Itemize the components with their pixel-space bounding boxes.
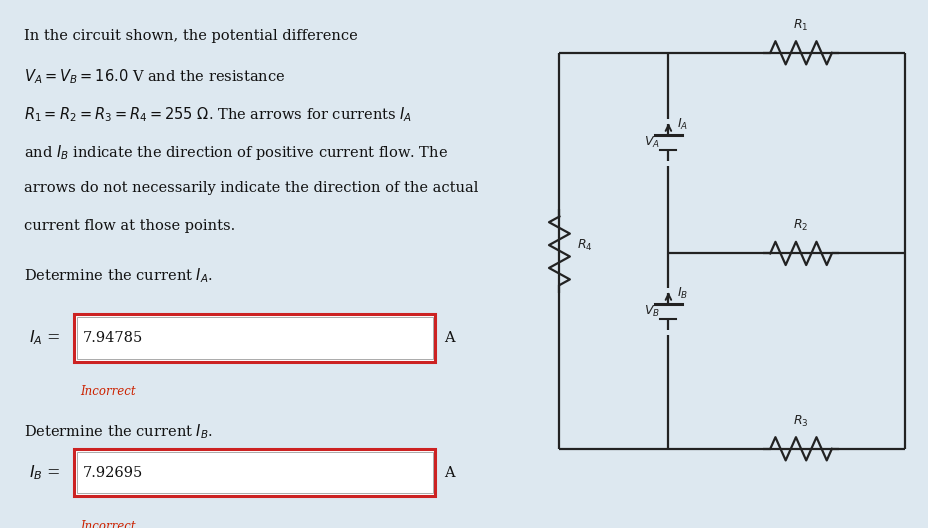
Text: Determine the current $I_B$.: Determine the current $I_B$. [24,422,213,441]
Text: $R_4$: $R_4$ [577,238,592,253]
Text: 7.94785: 7.94785 [83,331,143,345]
Text: and $I_B$ indicate the direction of positive current flow. The: and $I_B$ indicate the direction of posi… [24,143,447,162]
Text: $R_1 = R_2 = R_3 = R_4 = 255\ \Omega$. The arrows for currents $I_A$: $R_1 = R_2 = R_3 = R_4 = 255\ \Omega$. T… [24,105,412,124]
Text: 7.92695: 7.92695 [83,466,143,479]
Bar [74,449,435,496]
Text: Incorrect: Incorrect [80,520,135,528]
Text: A: A [444,466,454,479]
Text: $V_A = V_B = 16.0$ V and the resistance: $V_A = V_B = 16.0$ V and the resistance [24,67,285,86]
Text: current flow at those points.: current flow at those points. [24,219,235,233]
Text: arrows do not necessarily indicate the direction of the actual: arrows do not necessarily indicate the d… [24,181,478,195]
Text: $I_A$: $I_A$ [677,117,688,131]
Text: In the circuit shown, the potential difference: In the circuit shown, the potential diff… [24,29,357,43]
Text: $R_2$: $R_2$ [793,218,808,233]
Text: A: A [444,331,454,345]
Text: Determine the current $I_A$.: Determine the current $I_A$. [24,267,213,285]
Text: $V_B$: $V_B$ [643,304,659,319]
Text: $I_B$ =: $I_B$ = [29,463,60,482]
Bar [77,452,432,493]
Text: $I_A$ =: $I_A$ = [29,328,60,347]
Text: $R_1$: $R_1$ [793,17,808,33]
Bar [74,314,435,362]
Text: $I_B$: $I_B$ [677,286,688,301]
Text: $R_3$: $R_3$ [793,413,808,429]
Text: $V_A$: $V_A$ [643,135,659,150]
Bar [77,317,432,359]
Text: Incorrect: Incorrect [80,385,135,399]
